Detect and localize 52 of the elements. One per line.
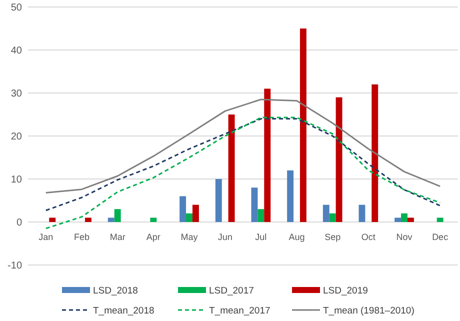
x-tick-label: Aug [288, 232, 305, 242]
bar [150, 218, 157, 222]
bar [258, 209, 264, 222]
x-tick-label: Oct [361, 232, 376, 242]
bar [251, 188, 258, 222]
bar [401, 213, 408, 222]
bar [358, 204, 366, 222]
x-tick-label: Jun [218, 232, 232, 242]
bar [49, 218, 56, 222]
y-tick-label: 0 [16, 218, 22, 228]
y-tick-label: 30 [10, 88, 22, 100]
bar [186, 213, 192, 222]
bar [192, 204, 199, 222]
bar [264, 88, 271, 222]
x-tick-label: Feb [74, 232, 90, 242]
x-tick-label: Jan [38, 232, 54, 242]
legend-label: T_mean_2018 [93, 305, 154, 316]
y-tick-label: 20 [10, 132, 22, 142]
bar [84, 218, 92, 222]
bar [322, 204, 330, 222]
legend-label: T_mean_2017 [209, 305, 270, 316]
bar [215, 179, 222, 222]
bar [407, 218, 414, 222]
legend-label: LSD_2019 [323, 285, 368, 296]
bar [114, 209, 121, 222]
bar [228, 114, 235, 222]
y-tick-label: 50 [10, 2, 22, 14]
line-series [45, 116, 441, 230]
legend-label: T_mean (1981–2010) [323, 305, 414, 316]
x-tick-label: Sep [324, 232, 341, 242]
x-tick-label: May [180, 232, 198, 242]
line-series [45, 118, 441, 212]
x-tick-label: Apr [146, 232, 160, 242]
line-series [45, 98, 441, 194]
y-tick-label: -10 [8, 260, 22, 272]
x-tick-label: Dec [432, 232, 449, 242]
y-tick-label: 10 [10, 174, 22, 186]
x-tick-label: Jul [255, 232, 267, 242]
bar [436, 218, 444, 222]
bar [329, 213, 336, 222]
bar [336, 97, 342, 222]
bar [372, 84, 378, 222]
y-tick-label: 40 [10, 46, 22, 56]
x-tick-label: Nov [396, 232, 413, 242]
bar [180, 196, 186, 222]
bar [108, 218, 114, 222]
bar [394, 218, 402, 222]
bar [300, 28, 306, 222]
legend-label: LSD_2018 [93, 285, 138, 296]
bar [287, 170, 294, 222]
legend-label: LSD_2017 [209, 285, 254, 296]
x-tick-label: Mar [110, 232, 126, 242]
